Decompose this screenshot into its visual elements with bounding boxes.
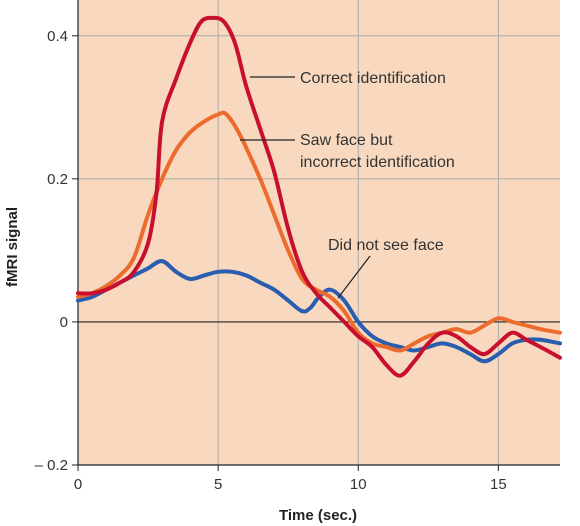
annotation-saw-face-line1: Saw face but xyxy=(300,132,393,149)
x-axis-title: Time (sec.) xyxy=(279,507,357,524)
series-lines xyxy=(76,15,562,378)
x-tick-label: 0 xyxy=(74,476,82,493)
x-tick-label: 5 xyxy=(214,476,222,493)
x-tick-label: 15 xyxy=(490,476,507,493)
tick-labels: 0 5 10 15 – 0.2 0 0.2 0.4 xyxy=(35,28,507,493)
y-tick-label: 0 xyxy=(60,314,68,331)
y-tick-label: – 0.2 xyxy=(35,457,68,474)
axes xyxy=(72,0,560,471)
y-tick-label: 0.4 xyxy=(47,28,68,45)
annotation-saw-face-line2: incorrect identification xyxy=(300,154,455,171)
grid-lines xyxy=(78,0,560,465)
y-tick-label: 0.2 xyxy=(47,171,68,188)
annotation-correct-identification: Correct identification xyxy=(300,70,446,87)
plot-background xyxy=(78,0,560,465)
series-line-did-not-see-face xyxy=(76,259,562,364)
annotation-leader-not-seen xyxy=(337,255,371,299)
series-line-correct-identification xyxy=(76,15,562,378)
annotations: Correct identification Saw face but inco… xyxy=(240,70,455,299)
annotation-did-not-see-face: Did not see face xyxy=(328,237,444,254)
y-axis-title: fMRI signal xyxy=(4,207,21,287)
x-tick-label: 10 xyxy=(350,476,367,493)
